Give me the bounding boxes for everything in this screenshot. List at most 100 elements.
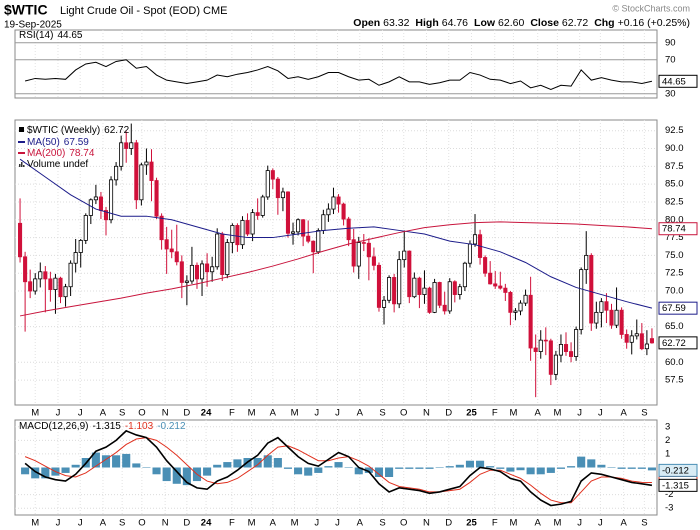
x-tick-label: D bbox=[445, 408, 452, 419]
y-tick-label: 85.0 bbox=[665, 179, 684, 190]
quote-value: 62.72 bbox=[562, 17, 588, 29]
candle-body bbox=[467, 243, 473, 264]
candle-body bbox=[124, 142, 129, 149]
x-tick-label: M bbox=[509, 408, 517, 419]
candle-body bbox=[483, 257, 488, 274]
candle-body bbox=[58, 277, 63, 298]
candle-body bbox=[346, 218, 351, 241]
x-tick-label: M bbox=[553, 518, 561, 529]
x-tick-label: A bbox=[270, 518, 277, 529]
candle-body bbox=[407, 250, 412, 298]
candle-body bbox=[184, 280, 189, 283]
candle-body bbox=[543, 339, 548, 342]
candle-body bbox=[508, 292, 513, 313]
candle-body bbox=[63, 286, 68, 298]
quote-label: Chg bbox=[594, 17, 614, 29]
histogram-bar bbox=[142, 467, 151, 468]
y-tick-label: 72.5 bbox=[665, 268, 684, 279]
value-tag bbox=[658, 336, 698, 350]
candle-body bbox=[285, 191, 291, 234]
x-tick-label: A bbox=[620, 518, 627, 529]
x-tick-label: J bbox=[56, 518, 61, 529]
legend-text: 78.74 bbox=[69, 148, 94, 159]
x-tick-label: M bbox=[291, 408, 299, 419]
legend-text: $WTIC (Weekly) bbox=[27, 125, 100, 136]
histogram-bar bbox=[334, 462, 343, 468]
x-tick-label: M bbox=[553, 408, 561, 419]
candle-body bbox=[462, 262, 467, 288]
legend-marker bbox=[19, 164, 21, 167]
candle-body bbox=[235, 225, 240, 246]
histogram-bar bbox=[172, 467, 181, 484]
candle-body bbox=[23, 256, 28, 283]
candle-body bbox=[366, 242, 371, 258]
x-tick-label: J bbox=[598, 518, 603, 529]
x-tick-label: S bbox=[641, 518, 647, 529]
candle-body bbox=[73, 252, 78, 264]
candle-body bbox=[488, 272, 493, 285]
histogram-bar bbox=[112, 455, 121, 468]
candle-body bbox=[437, 282, 442, 306]
x-tick-label: N bbox=[423, 408, 430, 419]
y-tick-label: 57.5 bbox=[665, 375, 684, 386]
candle-body bbox=[558, 344, 563, 356]
date: 19-Sep-2025 bbox=[4, 20, 62, 31]
candle-body bbox=[589, 254, 594, 324]
candle-body bbox=[149, 161, 154, 181]
candle-body bbox=[457, 286, 462, 295]
legend-text: MA(200) bbox=[27, 148, 65, 159]
histogram-bar bbox=[71, 464, 80, 468]
candle-body bbox=[154, 180, 159, 217]
histogram-bar bbox=[91, 452, 100, 468]
candle-body bbox=[523, 294, 528, 304]
candle-body bbox=[341, 203, 346, 220]
histogram-bar bbox=[223, 462, 232, 468]
candle-body bbox=[174, 251, 179, 263]
x-tick-label: A bbox=[100, 518, 107, 529]
x-tick-label: J bbox=[577, 518, 582, 529]
candle-body bbox=[412, 277, 417, 298]
histogram-bar bbox=[526, 467, 535, 475]
candle-body bbox=[331, 196, 336, 210]
histogram-bar bbox=[253, 458, 262, 468]
candle-body bbox=[205, 263, 210, 273]
instrument-name: Light Crude Oil - Spot (EOD) CME bbox=[60, 5, 228, 17]
histogram-bar bbox=[556, 467, 565, 469]
y-tick-label: 2 bbox=[665, 435, 670, 446]
legend-text: 67.59 bbox=[64, 137, 89, 148]
x-tick-label: J bbox=[598, 408, 603, 419]
candle-body bbox=[472, 234, 478, 245]
candle-body bbox=[609, 309, 614, 326]
candle-body bbox=[78, 240, 83, 253]
candle-body bbox=[614, 309, 619, 326]
x-tick-label: O bbox=[138, 518, 145, 529]
y-tick-label: 3 bbox=[665, 421, 670, 432]
x-tick-label: D bbox=[445, 518, 452, 529]
y-tick-label: 82.5 bbox=[665, 196, 684, 207]
histogram-bar bbox=[647, 467, 656, 471]
candle-body bbox=[579, 269, 584, 330]
x-tick-label: F bbox=[492, 408, 498, 419]
y-tick-label: -3 bbox=[665, 503, 673, 514]
x-tick-label: S bbox=[379, 518, 385, 529]
candle-body bbox=[109, 179, 114, 221]
histogram-bar bbox=[233, 459, 242, 468]
quote-value: 64.76 bbox=[442, 17, 468, 29]
x-tick-label: 25 bbox=[466, 518, 477, 529]
candle-body bbox=[220, 233, 225, 276]
value-tag bbox=[658, 301, 698, 315]
candle-body bbox=[250, 212, 255, 235]
x-tick-label: J bbox=[314, 518, 319, 529]
x-tick-label: J bbox=[56, 408, 61, 419]
y-tick-label: 60.0 bbox=[665, 357, 684, 368]
value-tag bbox=[658, 222, 698, 236]
quote-value: 62.60 bbox=[498, 17, 524, 29]
candle-body bbox=[513, 310, 518, 313]
x-tick-label: A bbox=[535, 408, 542, 419]
symbol: $WTIC bbox=[4, 2, 48, 18]
candle-body bbox=[275, 178, 280, 199]
histogram-bar bbox=[395, 467, 404, 469]
candle-body bbox=[225, 242, 230, 276]
histogram-bar bbox=[31, 467, 40, 479]
candle-body bbox=[169, 248, 174, 253]
